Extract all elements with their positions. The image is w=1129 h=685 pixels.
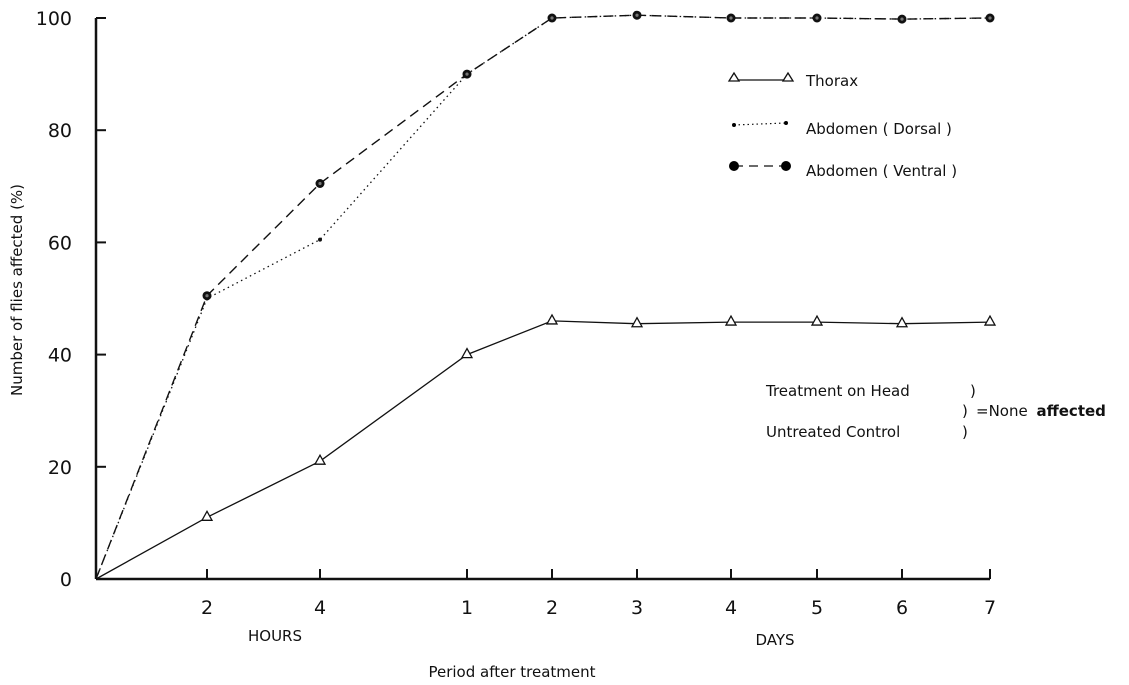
x-tick-label-2: 1 [461, 597, 473, 619]
annotation-line-1: Treatment on Head [765, 382, 910, 400]
x-group-label-days: DAYS [755, 631, 794, 649]
annotation-paren-1: ) [970, 382, 976, 400]
series-0-point-1 [200, 509, 214, 521]
x-group-label-hours: HOURS [248, 627, 302, 645]
x-axis-title: Period after treatment [428, 663, 595, 681]
annotation-line-2: Untreated Control [766, 423, 900, 441]
legend-item-thorax: Thorax [727, 71, 858, 90]
x-tick-label-4: 3 [631, 597, 643, 619]
y-tick-label-0: 0 [60, 569, 72, 591]
series-0-point-7 [810, 314, 824, 326]
series-0-point-8 [895, 316, 909, 328]
series-0-point-6 [724, 314, 738, 326]
legend-thorax-marker-left [727, 71, 741, 82]
series-2-point-4-highlight [550, 16, 554, 20]
series-2-point-7-highlight [815, 16, 819, 20]
x-tick-label-0: 2 [201, 597, 213, 619]
series-0-point-2 [313, 453, 327, 465]
y-tick-label-60: 60 [48, 232, 72, 254]
series-2-point-9-highlight [988, 16, 992, 20]
legend-item-abdomen-ventral: Abdomen ( Ventral ) [729, 161, 957, 180]
x-tick-label-7: 6 [896, 597, 908, 619]
series-2-point-8-highlight [900, 17, 904, 21]
y-ticks: 0 20 40 60 80 100 [36, 8, 106, 591]
axes [94, 18, 990, 581]
series-0-point-3 [460, 347, 474, 359]
y-tick-label-20: 20 [48, 457, 72, 479]
legend-thorax-marker-right [781, 71, 795, 82]
legend-dorsal-line [733, 122, 787, 126]
legend-thorax-label: Thorax [805, 72, 858, 90]
annotation-paren-3: ) [962, 423, 968, 441]
legend: Thorax Abdomen ( Dorsal ) Abdomen ( Vent… [727, 71, 957, 180]
legend-ventral-marker-left [729, 161, 739, 171]
legend-ventral-label: Abdomen ( Ventral ) [806, 162, 957, 180]
series-line-0 [95, 320, 991, 580]
annotation-result-bold: affected [1036, 402, 1105, 420]
x-tick-label-5: 4 [725, 597, 737, 619]
legend-dorsal-marker-left [732, 123, 736, 127]
y-axis-title: Number of flies affected (%) [8, 184, 26, 396]
y-tick-label-80: 80 [48, 120, 72, 142]
series-0-point-9 [983, 314, 997, 326]
legend-dorsal-marker-right [784, 121, 788, 125]
annotation-result-prefix: =None [976, 402, 1028, 420]
x-tick-label-6: 5 [811, 597, 823, 619]
annotation-paren-2: ) [962, 402, 968, 420]
series-2-point-2-highlight [318, 181, 322, 186]
annotation-none-affected: Treatment on Head ) ) =None affected Unt… [765, 382, 1106, 441]
series-1-point-2 [318, 237, 322, 242]
x-tick-label-1: 4 [314, 597, 326, 619]
y-tick-label-40: 40 [48, 345, 72, 367]
series-2-point-6-highlight [729, 16, 733, 20]
series-2-point-5-highlight [635, 13, 639, 17]
annotation-result: =None affected [976, 402, 1106, 420]
series-2-point-3-highlight [465, 72, 469, 76]
x-tick-label-8: 7 [984, 597, 996, 619]
legend-item-abdomen-dorsal: Abdomen ( Dorsal ) [732, 120, 952, 138]
legend-dorsal-label: Abdomen ( Dorsal ) [806, 120, 952, 138]
series-layer [95, 10, 997, 580]
series-2-point-1-highlight [205, 294, 209, 298]
series-0-point-5 [630, 316, 644, 328]
series-line-1 [95, 14, 991, 580]
series-0-point-4 [545, 313, 559, 325]
legend-ventral-marker-right [781, 161, 791, 171]
series-line-2 [95, 14, 991, 580]
y-tick-label-100: 100 [36, 8, 72, 30]
x-ticks: 2 4 1 2 3 4 5 6 7 [201, 569, 996, 619]
x-tick-label-3: 2 [546, 597, 558, 619]
